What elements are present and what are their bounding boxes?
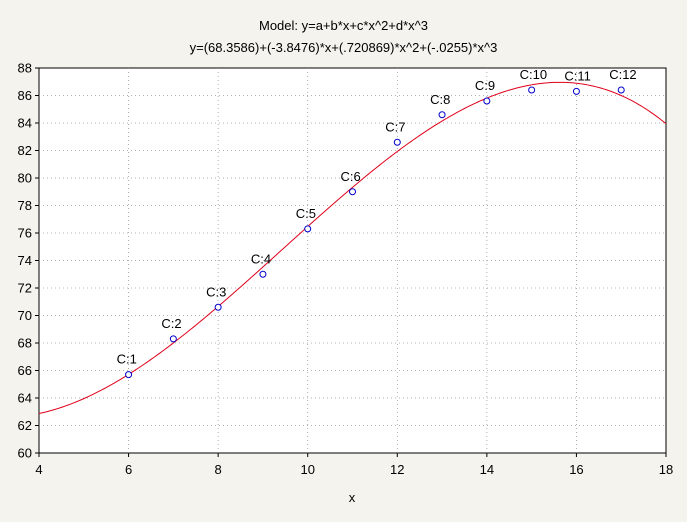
data-point-label: C:6 [341, 169, 361, 184]
x-tick-label: 18 [659, 462, 673, 477]
point-labels: C:1 C:2 C:3 C:4 C:5 C:6 C:7 C:8 C:9 C:10 C:11 C:12 [117, 67, 637, 367]
data-point-label: C:8 [430, 92, 450, 107]
y-tick-label: 66 [18, 363, 32, 378]
data-point-label: C:1 [117, 352, 137, 367]
data-point-label: C:3 [206, 284, 226, 299]
y-tick-label: 64 [18, 391, 32, 406]
y-tick-label: 62 [18, 418, 32, 433]
data-point [438, 111, 446, 119]
data-point [259, 270, 267, 278]
x-axis-ticks: 4 6 8 10 12 14 16 18 [35, 453, 673, 477]
data-point-label: C:2 [161, 316, 181, 331]
data-point [304, 225, 312, 233]
y-tick-label: 76 [18, 226, 32, 241]
y-tick-label: 88 [18, 61, 32, 76]
y-tick-label: 68 [18, 336, 32, 351]
x-tick-label: 14 [480, 462, 494, 477]
x-axis-label: x [349, 490, 356, 505]
data-point [125, 371, 133, 379]
x-tick-label: 10 [300, 462, 314, 477]
data-point-label: C:4 [251, 251, 271, 266]
y-tick-label: 72 [18, 281, 32, 296]
x-tick-label: 4 [35, 462, 42, 477]
data-point-label: C:9 [475, 78, 495, 93]
y-tick-label: 70 [18, 308, 32, 323]
fit-curve [38, 81, 667, 415]
data-point [349, 188, 356, 196]
y-tick-label: 82 [18, 143, 32, 158]
y-tick-label: 84 [18, 116, 32, 131]
data-point [393, 138, 401, 146]
data-point-label: C:10 [520, 67, 547, 82]
data-point [528, 86, 536, 94]
x-tick-label: 8 [215, 462, 222, 477]
chart-subtitle: y=(68.3586)+(-3.8476)*x+(.720869)*x^2+(-… [190, 40, 498, 55]
data-points [125, 86, 625, 379]
data-point-label: C:11 [564, 68, 591, 83]
y-tick-label: 86 [18, 88, 32, 103]
data-point-label: C:7 [385, 119, 405, 134]
y-tick-label: 80 [18, 171, 32, 186]
chart-title: Model: y=a+b*x+c*x^2+d*x^3 [259, 18, 428, 33]
data-point [169, 335, 177, 343]
x-tick-label: 12 [390, 462, 404, 477]
y-tick-label: 60 [18, 446, 32, 461]
y-tick-label: 78 [18, 198, 32, 213]
data-point-label: C:12 [609, 67, 636, 82]
y-tick-label: 74 [18, 253, 32, 268]
data-point [617, 86, 625, 94]
x-tick-label: 16 [569, 462, 583, 477]
data-point [572, 87, 580, 95]
y-axis-ticks: 60 62 64 66 68 70 72 74 76 78 80 82 84 86 88 [18, 61, 39, 461]
x-tick-label: 6 [125, 462, 132, 477]
data-point-label: C:5 [296, 206, 316, 221]
data-point [483, 97, 491, 105]
data-point [214, 303, 222, 311]
grid-lines [39, 68, 666, 453]
